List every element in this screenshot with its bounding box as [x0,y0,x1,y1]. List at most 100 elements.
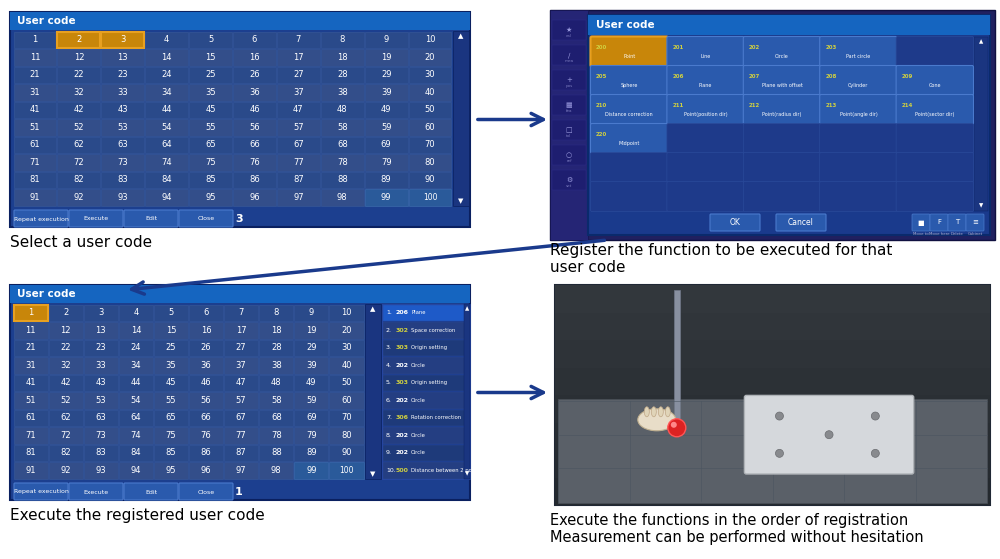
Bar [588,15,990,235]
Text: 500: 500 [396,468,409,473]
Text: 24: 24 [131,343,141,352]
Bar [233,84,276,101]
Bar [154,410,188,426]
Bar [329,410,364,426]
Text: 70: 70 [425,140,435,149]
Text: 8: 8 [340,35,345,44]
Text: 303: 303 [396,380,409,385]
Text: 48: 48 [271,378,282,387]
Bar [382,322,470,339]
Text: 1: 1 [32,35,38,44]
Bar [84,322,118,339]
Ellipse shape [651,407,656,417]
Text: Circle: Circle [411,398,426,402]
Text: 85: 85 [166,448,176,457]
Bar [14,322,48,339]
Bar [154,339,188,356]
Text: 64: 64 [131,413,141,422]
Text: fea: fea [566,109,572,113]
Text: 74: 74 [131,431,141,440]
Bar [555,312,990,340]
Circle shape [668,419,686,437]
Text: 202: 202 [396,433,409,438]
Bar [119,410,153,426]
Text: 55: 55 [166,396,176,405]
Bar [365,49,408,65]
Text: 202: 202 [396,398,409,402]
FancyBboxPatch shape [896,94,974,125]
FancyBboxPatch shape [966,214,984,231]
Bar [409,119,451,135]
Bar [101,84,144,101]
Bar [233,31,276,48]
Text: 13: 13 [117,53,128,61]
Bar [84,339,118,356]
Bar [84,357,118,373]
Bar [259,339,293,356]
Text: 95: 95 [205,193,216,202]
Text: 85: 85 [205,176,216,184]
Text: 60: 60 [341,396,352,405]
Text: 100: 100 [423,193,437,202]
FancyBboxPatch shape [820,94,897,125]
Bar [382,462,470,479]
Text: 86: 86 [249,176,260,184]
Text: 18: 18 [337,53,348,61]
Text: 9: 9 [384,35,389,44]
Text: 59: 59 [306,396,317,405]
FancyBboxPatch shape [896,124,974,154]
Bar [233,119,276,135]
Text: Distance correction: Distance correction [605,112,653,117]
Text: 41: 41 [30,105,40,114]
Bar [382,375,470,391]
Bar [277,172,320,188]
Text: 32: 32 [74,88,84,97]
Bar [409,102,451,118]
Text: 2: 2 [63,308,68,318]
Bar [57,119,100,135]
Bar [14,427,48,443]
Text: 210: 210 [596,103,607,108]
FancyBboxPatch shape [820,153,897,182]
Bar [14,102,56,118]
Bar [49,357,83,373]
Text: 83: 83 [95,448,106,457]
Text: 31: 31 [30,88,40,97]
Text: Execute the functions in the order of registration
Measurement can be performed : Execute the functions in the order of re… [550,513,924,546]
Bar [84,305,118,321]
Bar [189,172,232,188]
Text: 63: 63 [117,140,128,149]
Bar [552,70,586,90]
Text: Edit: Edit [145,216,157,221]
Bar [101,31,144,48]
Bar [224,427,258,443]
Text: 94: 94 [131,466,141,475]
FancyBboxPatch shape [590,65,668,96]
Bar [321,154,364,170]
Text: 27: 27 [236,343,246,352]
Text: Circle: Circle [775,54,789,59]
Text: 4: 4 [133,308,138,318]
Text: 18: 18 [271,326,282,335]
Bar [145,119,188,135]
Text: 205: 205 [596,74,607,79]
Bar [409,189,451,206]
Bar [588,15,990,35]
Bar [321,172,364,188]
Bar [365,67,408,83]
Text: 55: 55 [205,123,216,132]
Text: 66: 66 [201,413,211,422]
Text: 58: 58 [337,123,348,132]
Text: 49: 49 [306,378,317,387]
Text: 1: 1 [28,308,33,318]
Text: 36: 36 [201,361,211,369]
Text: ★: ★ [566,27,572,33]
Text: 220: 220 [596,132,607,136]
Text: 97: 97 [236,466,246,475]
Text: 19: 19 [306,326,317,335]
Bar [224,462,258,479]
Text: Origin setting: Origin setting [411,380,447,385]
Bar [101,154,144,170]
Text: 32: 32 [60,361,71,369]
Bar [365,102,408,118]
